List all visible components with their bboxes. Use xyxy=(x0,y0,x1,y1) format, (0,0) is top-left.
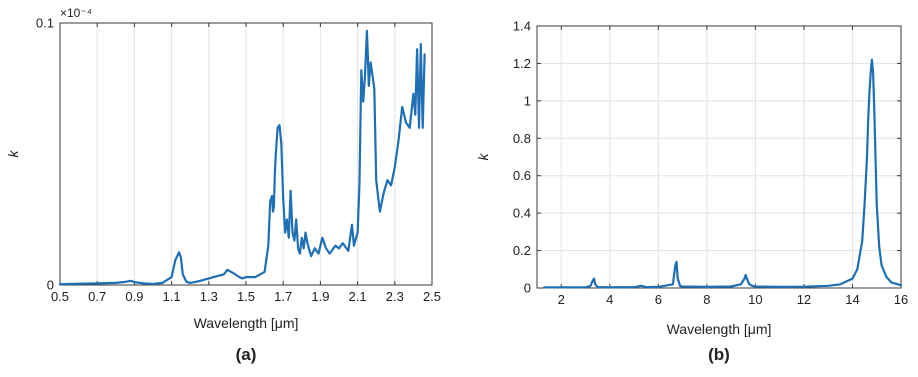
y-tick-label: 0 xyxy=(524,281,531,296)
x-tick-label: 0.5 xyxy=(51,289,69,304)
y-tick-label: 0.2 xyxy=(513,243,531,258)
y-tick-label: 0.1 xyxy=(36,16,54,31)
plot-border-b xyxy=(536,25,902,289)
y-axis-label: k xyxy=(5,150,21,158)
x-axis-label: Wavelength [μm] xyxy=(667,321,772,337)
x-tick-label: 0.9 xyxy=(125,289,143,304)
x-tick-label: 10 xyxy=(748,292,762,307)
y-tick-label: 1.2 xyxy=(513,56,531,71)
y-tick-label: 1.4 xyxy=(513,19,531,34)
y-axis-label: k xyxy=(475,153,491,161)
x-tick-label: 1.5 xyxy=(237,289,255,304)
x-axis-label: Wavelength [μm] xyxy=(194,315,299,331)
series-line-a xyxy=(58,29,426,286)
x-tick-label: 4 xyxy=(606,292,613,307)
panel-label-a: (a) xyxy=(236,345,257,364)
chart-panel-b: 2 4 6 8 10 12 14 16 0 0.2 0.4 0.6 0.8 1 1.2 1.4 Waveleng… xyxy=(475,19,908,365)
y-tick-label: 0.6 xyxy=(513,168,531,183)
x-tick-label: 16 xyxy=(894,292,908,307)
x-tick-label: 2.1 xyxy=(349,289,367,304)
x-tick-label: 1.1 xyxy=(163,289,181,304)
x-tick-label: 0.7 xyxy=(88,289,106,304)
x-tick-label: 14 xyxy=(845,292,859,307)
x-tick-label: 1.7 xyxy=(274,289,292,304)
y-tick-label: 0.8 xyxy=(513,131,531,146)
chart-panel-a: 0.50.70.91.11.31.51.71.92.12.32.500.10.2… xyxy=(5,6,441,364)
plot-area-b xyxy=(536,25,902,289)
y-axis-exponent: ×10⁻⁴ xyxy=(60,6,92,20)
x-tick-label: 1.3 xyxy=(200,289,218,304)
y-tick-label: 0.4 xyxy=(513,206,531,221)
y-tick-label: 1 xyxy=(524,93,531,108)
x-tick-label: 2.3 xyxy=(386,289,404,304)
series-line-b xyxy=(543,58,903,289)
x-tick-label: 6 xyxy=(655,292,662,307)
panel-label-b: (b) xyxy=(708,345,730,364)
x-tick-label: 12 xyxy=(797,292,811,307)
x-tick-label: 2 xyxy=(558,292,565,307)
y-tick-label: 0 xyxy=(47,278,54,293)
x-tick-label: 2.5 xyxy=(423,289,441,304)
x-tick-label: 8 xyxy=(703,292,710,307)
x-tick-label: 1.9 xyxy=(311,289,329,304)
